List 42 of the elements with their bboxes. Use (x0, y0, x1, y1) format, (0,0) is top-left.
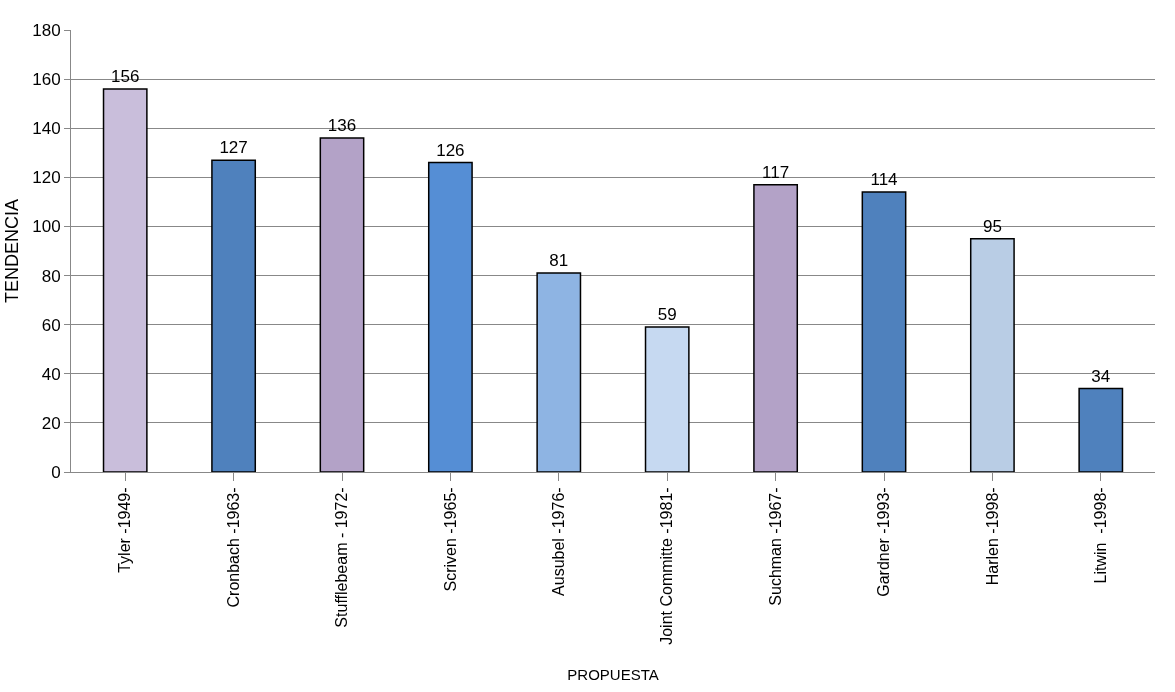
bar (753, 183, 799, 472)
y-tick-label: 160 (32, 70, 61, 90)
bar (861, 191, 907, 472)
y-tick-label: 100 (32, 217, 61, 237)
data-label: 156 (111, 66, 140, 86)
x-tick-label: Litwin -1998- (1092, 487, 1109, 584)
x-tick-label: Harlen -1998- (983, 487, 1001, 586)
x-axis-title: PROPUESTA (567, 665, 659, 683)
y-tick-label: 180 (32, 20, 61, 40)
bar (969, 237, 1015, 472)
data-label: 34 (1091, 366, 1111, 386)
y-tick-label: 40 (41, 364, 61, 384)
x-tick-label: Scriven -1965- (441, 487, 459, 592)
data-label: 136 (327, 116, 357, 136)
data-label: 114 (870, 170, 898, 190)
bar (427, 161, 473, 472)
y-tick-label: 120 (32, 168, 61, 188)
y-axis-title: TENDENCIA (2, 198, 23, 304)
x-tick-label: Ausubel -1976- (550, 487, 567, 596)
x-tick-label: Joint Committe -1981- (658, 487, 676, 645)
y-tick-label: 80 (41, 266, 61, 286)
bar (102, 88, 148, 472)
x-tick-label: Suchman -1967- (766, 487, 784, 606)
y-tick-label: 140 (32, 119, 61, 139)
data-label: 117 (762, 162, 790, 182)
x-tick-label: Cronbach -1963- (224, 487, 242, 608)
y-tick-label: 20 (41, 413, 61, 433)
bar (536, 272, 582, 472)
bar (211, 159, 257, 472)
x-tick-label: Stufflebeam - 1972- (333, 487, 351, 628)
data-label: 126 (436, 140, 465, 160)
data-label: 95 (982, 216, 1002, 236)
y-tick-label: 0 (51, 462, 61, 482)
data-label: 81 (549, 251, 569, 271)
y-tick-label: 60 (41, 315, 61, 335)
x-tick-label: Tyler -1949- (116, 487, 134, 573)
bar (1078, 387, 1124, 472)
x-tick-label: Gardner -1993- (875, 487, 893, 597)
data-label: 127 (219, 138, 248, 158)
data-label: 59 (657, 305, 677, 325)
bar (644, 326, 690, 472)
bar (319, 137, 365, 472)
